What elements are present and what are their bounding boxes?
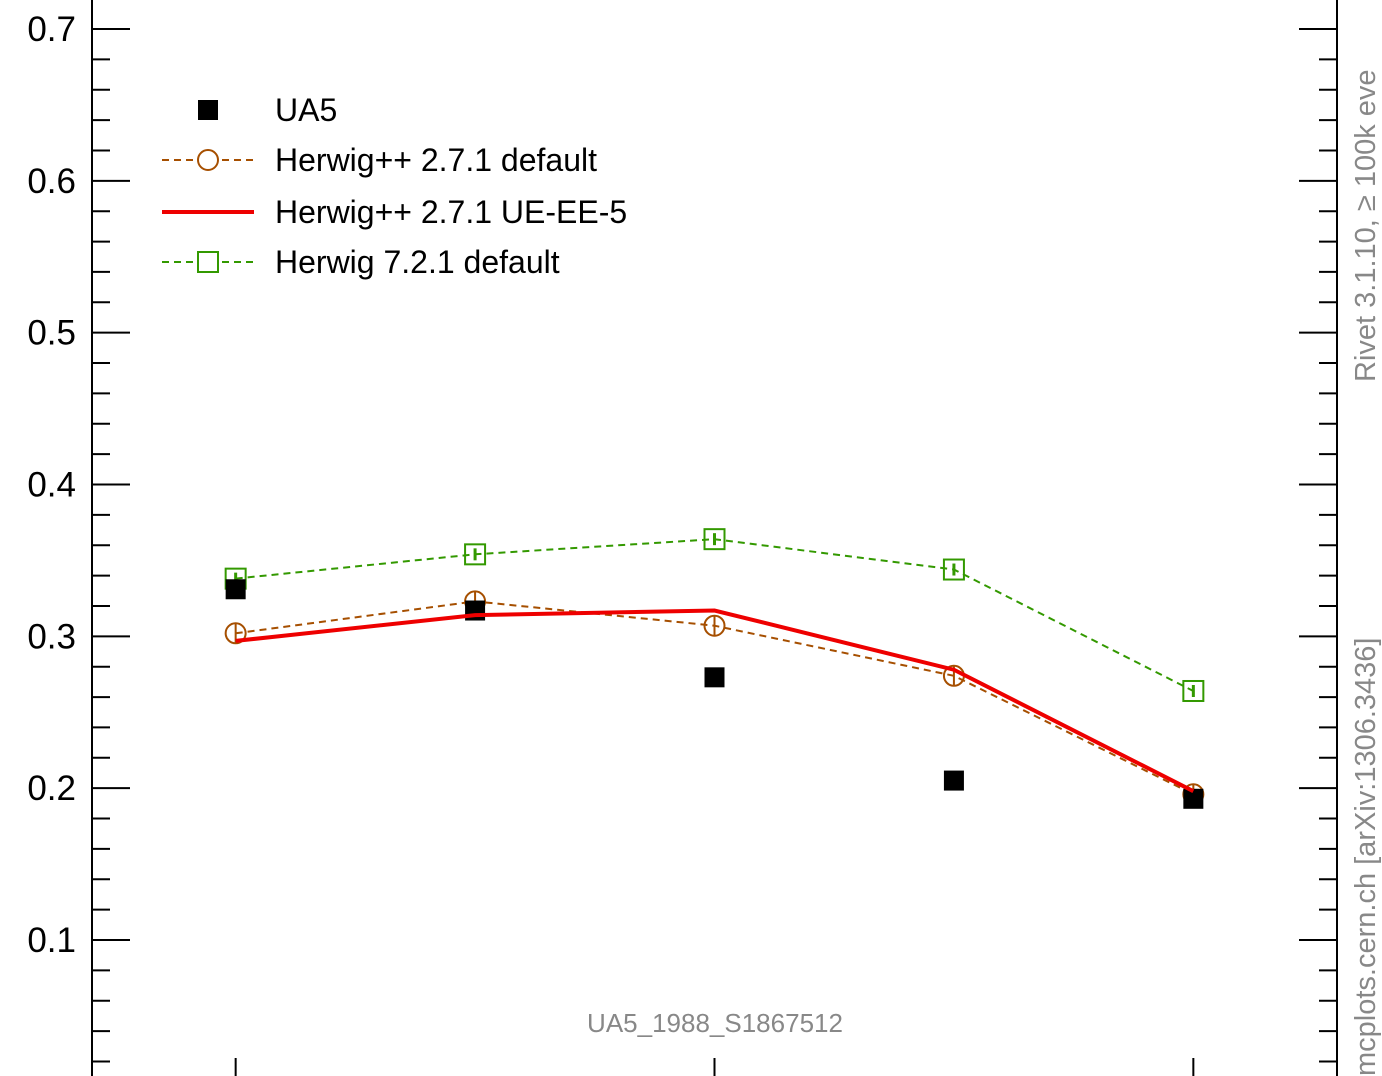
series-herwig-2-7-1-default: [224, 590, 1205, 806]
series-herwig-2-7-1-ue-ee-5: [235, 608, 1195, 793]
legend-label: UA5: [275, 92, 337, 128]
analysis-label: UA5_1988_S1867512: [587, 1008, 843, 1038]
legend-square-marker: [197, 251, 219, 273]
legend-entry: Herwig++ 2.7.1 default: [162, 142, 597, 178]
legend-entry: Herwig++ 2.7.1 UE-EE-5: [162, 194, 627, 230]
legend-label: Herwig 7.2.1 default: [275, 244, 560, 280]
y-tick-label: 0.5: [27, 314, 76, 353]
axes-frame: [91, 0, 1338, 1076]
legend-square-marker: [198, 100, 218, 120]
mcplots-reference-label: mcplots.cern.ch [arXiv:1306.3436]: [1350, 638, 1382, 1076]
y-tick-label: 0.7: [27, 10, 76, 49]
legend-label: Herwig++ 2.7.1 default: [275, 142, 597, 178]
y-tick-label: 0.1: [27, 921, 76, 960]
ua5-data-point: [704, 667, 725, 688]
legend-label: Herwig++ 2.7.1 UE-EE-5: [275, 194, 627, 230]
y-tick-label: 0.6: [27, 162, 76, 201]
y-tick-label: 0.2: [27, 769, 76, 808]
x-ticks: [234, 1058, 1195, 1076]
ua5-data-point: [1183, 788, 1204, 809]
ue-ee-5-line: [235, 608, 1195, 793]
herwig7-default-point: [1182, 679, 1205, 702]
y-tick-label: 0.4: [27, 466, 76, 505]
legend-entry: Herwig 7.2.1 default: [162, 244, 560, 280]
legend-circle-marker: [197, 149, 219, 171]
herwig7-default-point: [942, 558, 965, 581]
ua5-data-point: [943, 770, 964, 791]
y-tick-label: 0.3: [27, 617, 76, 656]
legend-entry: UA5: [198, 92, 337, 128]
legend: UA5 Herwig++ 2.7.1 default Herwig++ 2.7.1 …: [162, 92, 627, 280]
ua5-data-point: [225, 579, 246, 600]
series-layer: [224, 528, 1205, 809]
herwig7-default-point: [464, 543, 487, 566]
series-ua5: [225, 579, 1204, 809]
rivet-version-label: Rivet 3.1.10, ≥ 100k eve: [1350, 69, 1382, 382]
y-ticks: 0.1 0.2 0.3 0.4 0.5 0.6 0.7: [27, 10, 1337, 1063]
herwig7-default-point: [703, 528, 726, 551]
